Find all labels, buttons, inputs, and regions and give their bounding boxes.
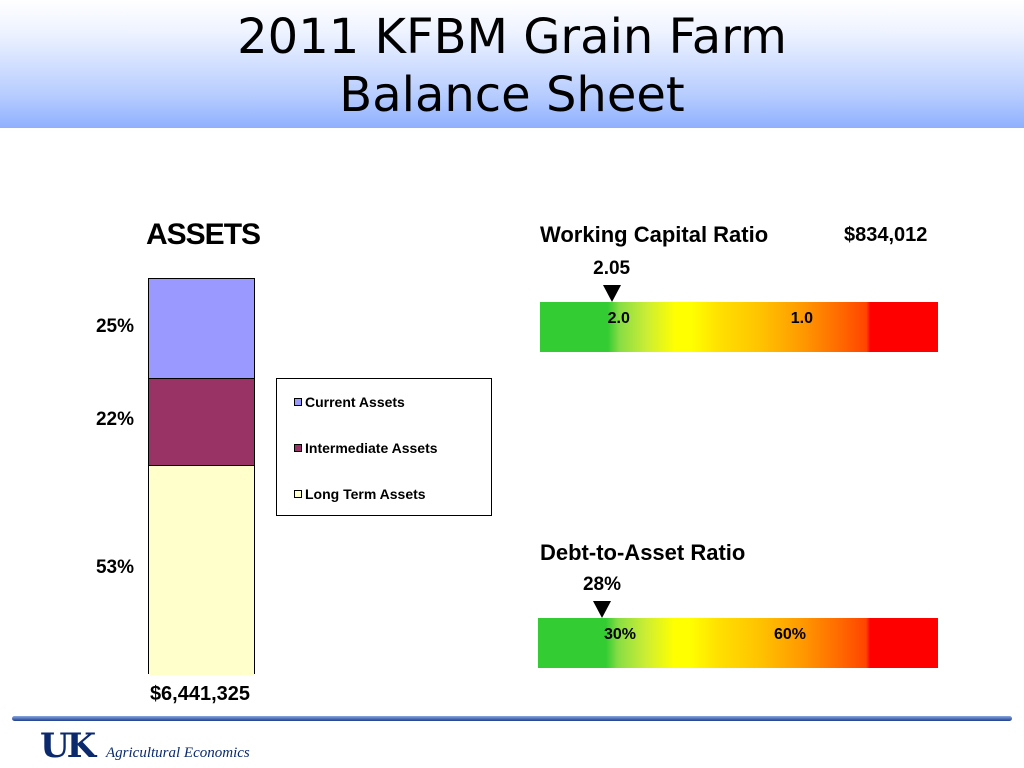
legend-label: Current Assets	[305, 394, 405, 410]
assets-stacked-bar	[148, 278, 255, 675]
working-capital-title: Working Capital Ratio	[540, 222, 769, 247]
debt-to-asset-tick-label: 60%	[774, 626, 807, 643]
working-capital-amount: $834,012	[844, 224, 928, 246]
legend-label: Long Term Assets	[305, 486, 426, 502]
assets-chart-title: ASSETS	[146, 218, 261, 251]
working-capital-gauge-bar	[540, 302, 938, 352]
working-capital-pointer-icon	[602, 285, 621, 302]
working-capital-tick-label: 2.0	[607, 310, 630, 327]
debt-to-asset-value-label: 28%	[582, 574, 622, 595]
assets-segment-long-term-assets	[149, 465, 254, 675]
slide-title: 2011 KFBM Grain Farm Balance Sheet	[0, 8, 1024, 124]
slide-title-line-2: Balance Sheet	[339, 67, 685, 123]
footer-divider	[12, 716, 1012, 721]
assets-segment-intermediate-assets	[149, 378, 254, 466]
working-capital-value-label: 2.05	[593, 258, 631, 279]
legend-label: Intermediate Assets	[305, 440, 438, 456]
debt-to-asset-title: Debt-to-Asset Ratio	[540, 540, 746, 565]
assets-legend: Current Assets Intermediate Assets Long Te…	[276, 378, 492, 516]
assets-segment-label: 53%	[95, 557, 134, 579]
assets-segment-label: 25%	[95, 315, 134, 337]
legend-swatch	[294, 490, 302, 498]
assets-total: $6,441,325	[149, 683, 251, 705]
department-name: Agricultural Economics	[106, 745, 250, 761]
uk-logo: UK	[40, 726, 96, 766]
legend-item: Current Assets	[294, 393, 405, 411]
assets-segment-label: 22%	[95, 408, 134, 430]
debt-to-asset-tick-label: 30%	[604, 626, 637, 643]
assets-segment-current-assets	[149, 279, 254, 378]
legend-swatch	[294, 398, 302, 406]
legend-item: Intermediate Assets	[294, 439, 438, 457]
title-banner	[0, 0, 1024, 128]
legend-item: Long Term Assets	[294, 485, 426, 503]
working-capital-tick-label: 1.0	[790, 310, 813, 327]
debt-to-asset-gauge-bar	[538, 618, 938, 668]
legend-swatch	[294, 444, 302, 452]
debt-to-asset-pointer-icon	[593, 601, 611, 618]
slide-title-line-1: 2011 KFBM Grain Farm	[237, 9, 787, 65]
